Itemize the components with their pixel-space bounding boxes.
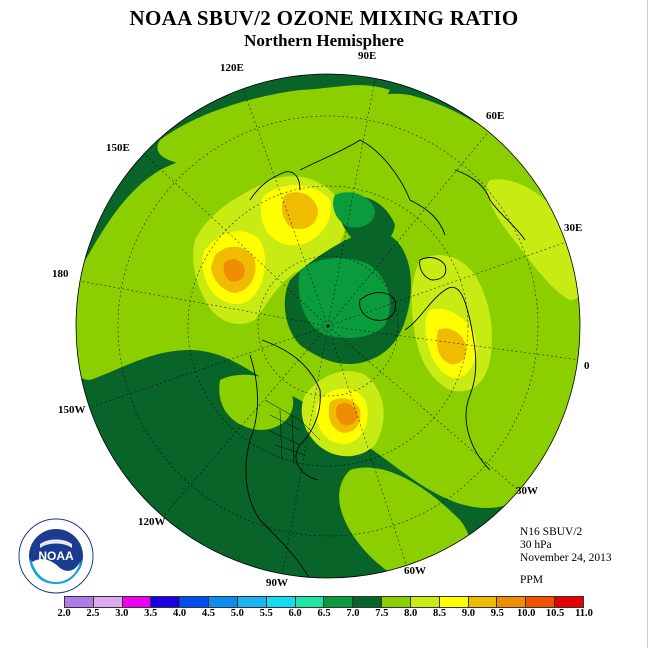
legend-swatch-16 xyxy=(526,597,556,607)
legend-swatch-3 xyxy=(151,597,181,607)
legend-tick-7: 5.5 xyxy=(259,608,273,619)
legend-swatch-13 xyxy=(439,597,469,607)
legend-tick-4: 4.0 xyxy=(172,608,187,619)
lon-label-150w: 150W xyxy=(58,404,86,416)
contour-9-0-b xyxy=(281,192,318,230)
coastlines xyxy=(245,139,526,578)
contour-9-5 xyxy=(335,403,358,426)
legend-tick-8: 6.0 xyxy=(288,608,302,619)
legend-tick-15: 9.5 xyxy=(490,608,504,619)
legend-tick-9: 6.5 xyxy=(317,608,331,619)
lon-label-120w: 120W xyxy=(138,516,166,528)
lon-label-0: 0 xyxy=(584,360,590,372)
logo-text: NOAA xyxy=(38,549,74,563)
legend-swatch-15 xyxy=(497,597,527,607)
lon-label-90e: 90E xyxy=(358,50,377,62)
legend-tick-11: 7.5 xyxy=(375,608,389,619)
legend-swatch-14 xyxy=(468,597,498,607)
legend-swatch-9 xyxy=(324,597,354,607)
contour-6-5-b xyxy=(333,192,375,228)
legend-swatch-0 xyxy=(65,597,94,607)
legend-tick-2: 3.0 xyxy=(115,608,129,619)
legend-swatch-2 xyxy=(122,597,152,607)
contour-8-0-d xyxy=(486,179,580,300)
contour-6-5 xyxy=(298,258,390,338)
map-border xyxy=(75,73,581,579)
legend-swatch-17 xyxy=(555,597,583,607)
lon-label-60w: 60W xyxy=(404,565,426,577)
contour-9-0-c xyxy=(436,328,467,365)
legend-swatch-1 xyxy=(93,597,123,607)
contour-7-5-c xyxy=(219,374,294,430)
noaa-logo: NOAA xyxy=(18,518,94,594)
lon-label-30e: 30E xyxy=(564,222,583,234)
legend-tick-3: 3.5 xyxy=(144,608,158,619)
contour-9-5-b xyxy=(223,259,245,282)
lon-label-30w: 30W xyxy=(516,485,538,497)
legend-tick-6: 5.0 xyxy=(230,608,244,619)
legend-tick-17: 10.5 xyxy=(545,608,565,619)
instrument-label: N16 SBUV/2 xyxy=(520,526,583,538)
legend-tick-5: 4.5 xyxy=(201,608,215,619)
color-legend xyxy=(64,596,584,608)
lon-label-90w: 90W xyxy=(266,577,288,589)
ozone-field xyxy=(76,74,580,578)
contour-7-5-top xyxy=(157,85,390,165)
legend-tick-10: 7.0 xyxy=(346,608,360,619)
legend-tick-1: 2.5 xyxy=(86,608,100,619)
legend-tick-16: 10.0 xyxy=(517,608,536,619)
legend-swatch-8 xyxy=(295,597,325,607)
graticule xyxy=(76,74,580,577)
legend-tick-12: 8.0 xyxy=(404,608,418,619)
legend-swatch-10 xyxy=(353,597,383,607)
lon-label-180: 180 xyxy=(52,268,69,280)
legend-tick-13: 8.5 xyxy=(432,608,447,619)
legend-swatch-12 xyxy=(410,597,440,607)
units-label: PPM xyxy=(520,574,544,586)
legend-swatch-11 xyxy=(382,597,411,607)
legend-tick-0: 2.0 xyxy=(57,608,71,619)
lon-label-60e: 60E xyxy=(486,110,505,122)
borders xyxy=(264,399,321,466)
legend-swatch-5 xyxy=(209,597,238,607)
date-label: November 24, 2013 xyxy=(520,552,612,564)
map-subtitle: Northern Hemisphere xyxy=(244,31,404,50)
legend-swatch-4 xyxy=(180,597,210,607)
legend-tick-18: 11.0 xyxy=(575,608,593,619)
pressure-level-label: 30 hPa xyxy=(520,539,552,551)
lon-label-150e: 150E xyxy=(106,142,130,154)
legend-tick-14: 9.0 xyxy=(461,608,475,619)
lon-label-120e: 120E xyxy=(220,62,244,74)
legend-swatch-6 xyxy=(237,597,267,607)
legend-swatch-7 xyxy=(266,597,296,607)
map-title: NOAA SBUV/2 OZONE MIXING RATIO xyxy=(129,6,519,30)
